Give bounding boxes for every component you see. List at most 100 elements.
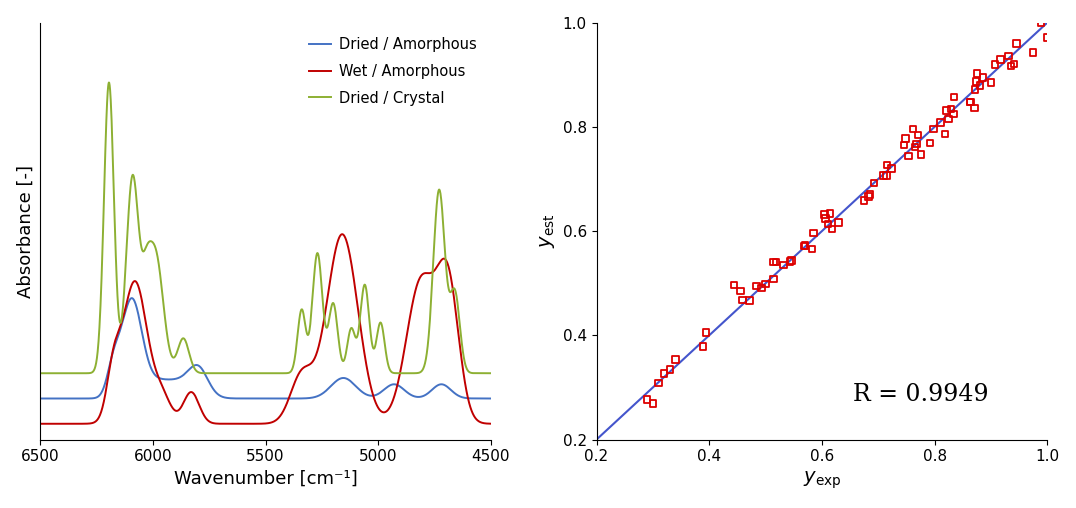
Point	[741, 296, 759, 304]
Point	[908, 140, 925, 148]
Point	[823, 225, 840, 233]
Point	[945, 110, 962, 118]
Point	[1000, 52, 1017, 60]
Point	[1008, 40, 1025, 48]
Dried / Amorphous	[434, 382, 447, 388]
Point	[1024, 49, 1042, 57]
Dried / Amorphous	[484, 395, 497, 401]
Point	[1003, 62, 1020, 70]
Point	[967, 77, 985, 85]
Point	[781, 257, 798, 265]
Point	[661, 365, 678, 373]
Wet / Amorphous	[407, 299, 420, 305]
Point	[767, 258, 784, 266]
Point	[860, 193, 877, 201]
Point	[765, 258, 782, 266]
Point	[650, 379, 667, 387]
Point	[795, 242, 812, 250]
Point	[925, 125, 943, 133]
Point	[725, 281, 742, 289]
Point	[895, 141, 912, 149]
Wet / Amorphous	[336, 231, 349, 237]
Dried / Crystal	[260, 370, 273, 376]
Dried / Amorphous	[312, 393, 325, 399]
Point	[878, 161, 895, 169]
Point	[932, 118, 949, 126]
Wet / Amorphous	[91, 417, 104, 423]
Point	[816, 211, 833, 219]
Dried / Crystal	[42, 370, 55, 376]
Line: Dried / Crystal: Dried / Crystal	[40, 82, 491, 373]
Point	[966, 104, 983, 112]
Dried / Amorphous	[407, 393, 420, 399]
Point	[697, 329, 714, 337]
Point	[909, 131, 926, 139]
Point	[830, 218, 847, 227]
Point	[1032, 19, 1049, 27]
X-axis label: Wavenumber [cm⁻¹]: Wavenumber [cm⁻¹]	[173, 470, 357, 488]
Wet / Amorphous	[33, 421, 46, 427]
Point	[732, 287, 749, 295]
Point	[982, 78, 1000, 86]
Point	[878, 171, 895, 179]
Dried / Amorphous	[91, 394, 104, 400]
Dried / Crystal	[407, 370, 420, 376]
Point	[906, 143, 923, 151]
Point	[645, 399, 662, 407]
Point	[855, 197, 873, 205]
Point	[972, 81, 989, 89]
Point	[861, 190, 878, 199]
X-axis label: $\mathit{y}_\mathrm{exp}$: $\mathit{y}_\mathrm{exp}$	[803, 470, 841, 491]
Point	[667, 356, 684, 364]
Point	[968, 70, 986, 78]
Y-axis label: $\mathit{y}_\mathrm{est}$: $\mathit{y}_\mathrm{est}$	[538, 214, 557, 248]
Point	[782, 257, 799, 265]
Point	[936, 130, 953, 138]
Dried / Amorphous	[125, 295, 138, 301]
Point	[822, 209, 839, 217]
Text: R = 0.9949: R = 0.9949	[853, 383, 989, 406]
Point	[883, 165, 901, 173]
Dried / Amorphous	[292, 395, 305, 401]
Dried / Crystal	[292, 323, 305, 329]
Point	[966, 86, 983, 94]
Point	[819, 220, 836, 228]
Dried / Crystal	[33, 370, 46, 376]
Point	[865, 179, 882, 187]
Dried / Crystal	[102, 79, 115, 85]
Point	[900, 152, 917, 160]
Point	[961, 98, 978, 106]
Point	[905, 125, 922, 133]
Point	[940, 115, 958, 123]
Point	[1005, 60, 1022, 68]
Point	[987, 60, 1004, 69]
Y-axis label: Absorbance [-]: Absorbance [-]	[16, 165, 34, 298]
Dried / Crystal	[312, 251, 325, 257]
Point	[962, 98, 979, 106]
Wet / Amorphous	[434, 260, 447, 266]
Legend: Dried / Amorphous, Wet / Amorphous, Dried / Crystal: Dried / Amorphous, Wet / Amorphous, Drie…	[302, 30, 484, 113]
Wet / Amorphous	[292, 371, 305, 377]
Point	[694, 342, 711, 351]
Point	[875, 171, 892, 179]
Dried / Crystal	[90, 352, 103, 358]
Dried / Crystal	[484, 370, 497, 376]
Wet / Amorphous	[42, 421, 55, 427]
Point	[639, 395, 656, 403]
Point	[1038, 34, 1056, 42]
Point	[938, 107, 955, 115]
Point	[897, 135, 915, 143]
Point	[946, 93, 963, 101]
Point	[912, 151, 930, 159]
Point	[748, 282, 765, 290]
Point	[817, 214, 834, 223]
Point	[796, 241, 813, 249]
Point	[753, 284, 770, 292]
Point	[943, 105, 960, 113]
Dried / Crystal	[434, 187, 447, 193]
Point	[765, 275, 782, 283]
Wet / Amorphous	[312, 346, 325, 352]
Dried / Amorphous	[33, 395, 46, 401]
Line: Wet / Amorphous: Wet / Amorphous	[40, 234, 491, 424]
Point	[775, 261, 792, 269]
